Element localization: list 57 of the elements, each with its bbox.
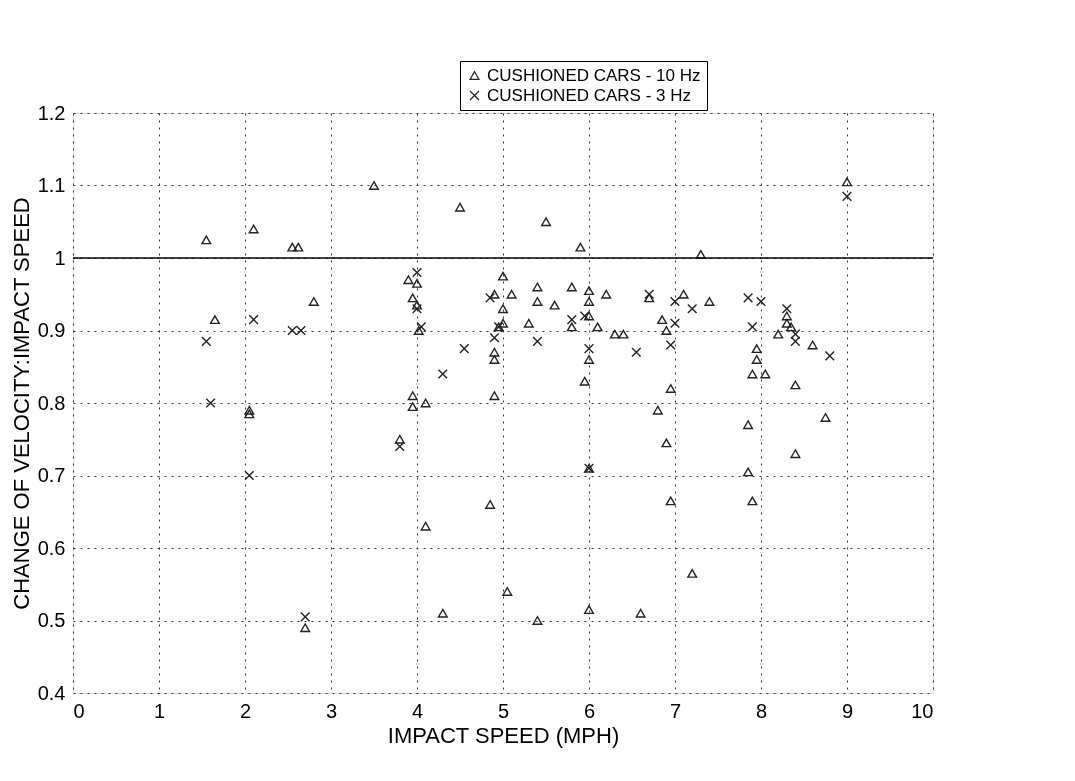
- point: [669, 296, 681, 307]
- point: [394, 441, 405, 452]
- point: [579, 310, 590, 322]
- x-tick-label: 9: [841, 699, 854, 722]
- point: [411, 303, 423, 314]
- x-tick-label: 0: [73, 699, 85, 722]
- point: [244, 470, 255, 481]
- y-tick-label: 0.4: [37, 681, 66, 704]
- x-tick-label: 4: [411, 699, 424, 722]
- y-tick-label: 0.6: [37, 536, 66, 559]
- y-tick-label: 1: [54, 246, 66, 269]
- point: [493, 321, 504, 332]
- x-tick-label: 10: [911, 699, 934, 722]
- point: [300, 611, 311, 622]
- point: [583, 343, 595, 354]
- x-tick-label: 1: [153, 699, 166, 722]
- point: [566, 314, 577, 325]
- point: [295, 325, 306, 336]
- x-tick-label: 5: [497, 699, 510, 722]
- point: [489, 332, 500, 343]
- x-tick-label: 7: [669, 699, 682, 722]
- legend-label: CUSHIONED CARS - 3 Hz: [487, 85, 692, 105]
- point: [743, 292, 754, 303]
- y-tick-label: 0.7: [37, 464, 66, 486]
- point: [287, 325, 298, 336]
- y-tick-label: 1.2: [37, 101, 66, 124]
- point: [824, 350, 835, 361]
- x-tick-label: 2: [239, 699, 252, 722]
- point: [416, 321, 427, 332]
- point: [781, 303, 792, 314]
- y-tick-label: 0.8: [37, 391, 66, 414]
- point: [411, 267, 423, 278]
- x-axis-title: IMPACT SPEED (MPH): [387, 722, 620, 748]
- point: [201, 336, 212, 347]
- point: [205, 397, 216, 409]
- point: [631, 347, 642, 358]
- point: [459, 343, 470, 354]
- point: [485, 292, 496, 303]
- legend-label: CUSHIONED CARS - 10 Hz: [487, 65, 701, 85]
- point: [687, 303, 698, 314]
- point: [665, 339, 676, 351]
- point: [755, 296, 767, 307]
- point: [669, 318, 681, 329]
- y-tick-label: 0.5: [37, 609, 66, 631]
- x-tick-label: 6: [583, 699, 596, 722]
- point: [583, 463, 595, 474]
- point: [841, 191, 853, 202]
- y-tick-label: 1.1: [37, 174, 66, 196]
- x-tick-label: 8: [755, 699, 768, 722]
- point: [437, 368, 448, 380]
- y-tick-label: 0.9: [37, 319, 66, 341]
- point: [248, 314, 259, 325]
- y-axis-title: CHANGE OF VELOCITY:IMPACT SPEED: [8, 197, 34, 610]
- point: [747, 321, 758, 332]
- point: [644, 289, 655, 300]
- x-tick-label: 3: [325, 699, 338, 722]
- point: [532, 336, 543, 347]
